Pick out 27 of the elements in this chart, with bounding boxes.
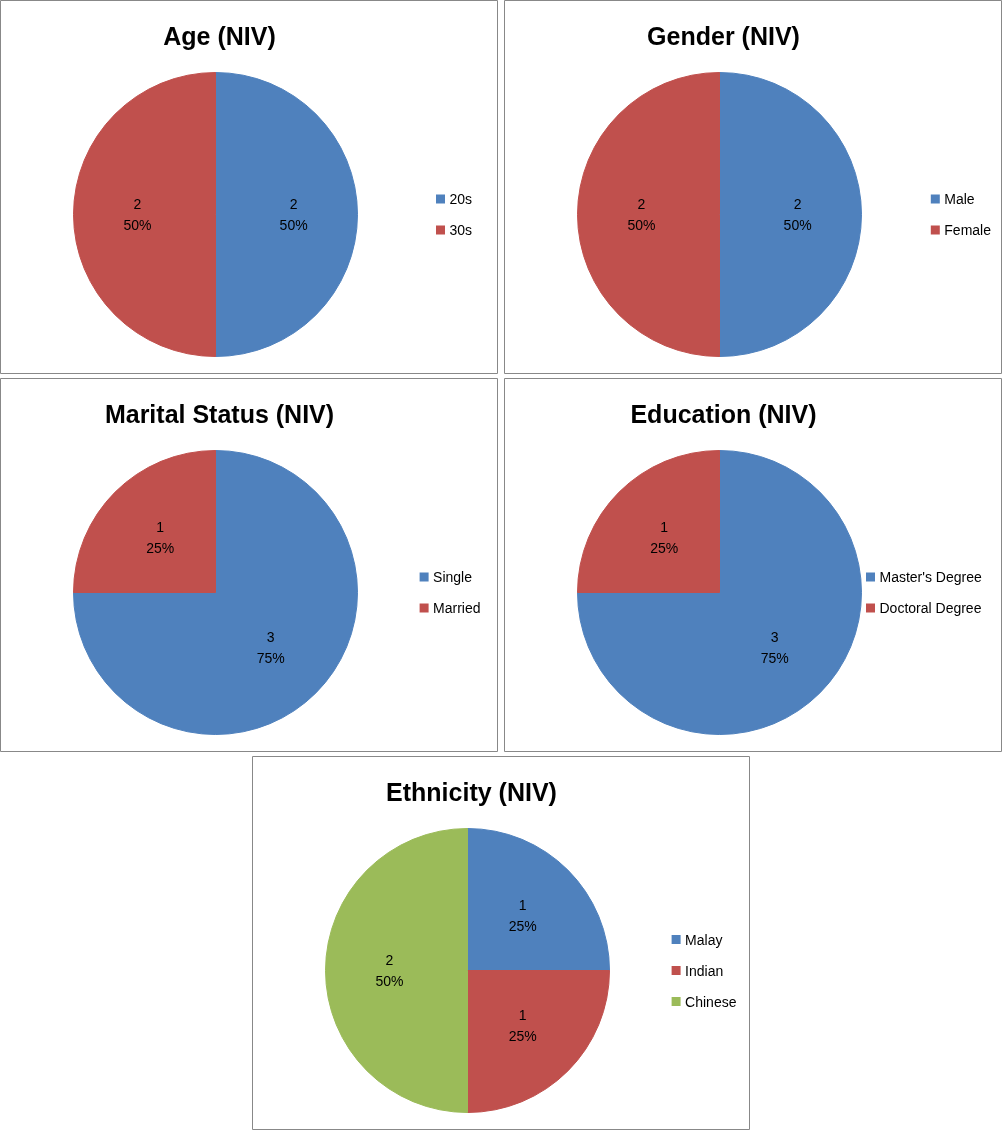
legend-label: Malay	[685, 931, 723, 948]
legend-label: Single	[433, 569, 473, 585]
chart-title: Age (NIV)	[163, 21, 276, 50]
legend-label: 20s	[449, 191, 473, 207]
legend-label: Female	[944, 222, 992, 238]
data-label: 2 50%	[279, 196, 308, 233]
data-label: 1 25%	[146, 518, 175, 556]
data-label: 1 25%	[508, 1007, 537, 1045]
legend-label: Indian	[685, 962, 724, 979]
data-label: 1 25%	[508, 896, 537, 934]
chart-title: Education (NIV)	[630, 399, 817, 428]
legend-label: Chinese	[685, 993, 737, 1010]
legend-label: Married	[433, 600, 481, 616]
data-label: 1 25%	[650, 518, 679, 556]
legend-label: Male	[944, 191, 975, 207]
legend-label: Master's Degree	[879, 569, 982, 585]
data-label: 3 75%	[760, 629, 789, 667]
data-label: 2 50%	[375, 952, 404, 989]
chart-title: Ethnicity (NIV)	[386, 777, 557, 806]
chart-title: Marital Status (NIV)	[104, 399, 335, 428]
data-label: 2 50%	[627, 196, 656, 233]
data-label: 2 50%	[123, 196, 152, 233]
legend-label: 30s	[449, 222, 473, 238]
data-label: 2 50%	[783, 196, 812, 233]
data-label: 3 75%	[256, 629, 285, 667]
chart-title: Gender (NIV)	[647, 21, 800, 50]
legend-label: Doctoral Degree	[879, 600, 982, 616]
